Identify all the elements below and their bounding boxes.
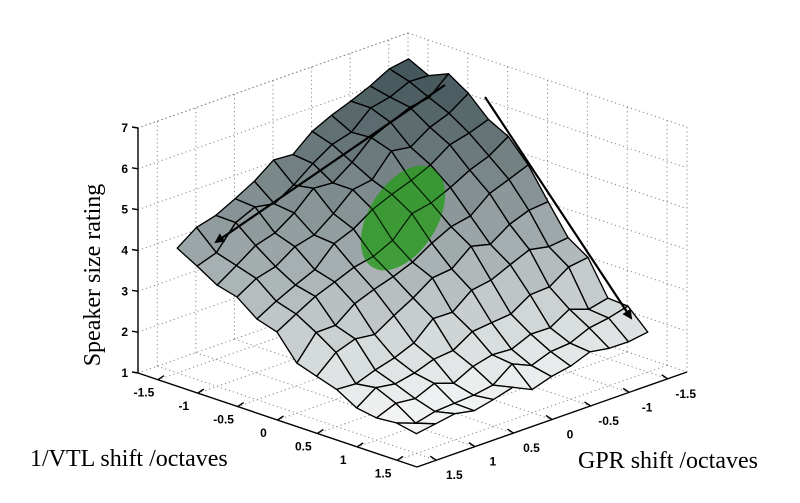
z-tick — [131, 207, 139, 211]
x-tick — [356, 442, 364, 448]
y-tick-label: -1.5 — [675, 387, 696, 401]
x-tick — [396, 455, 404, 461]
grid-line — [195, 352, 476, 448]
grid-line — [407, 32, 688, 128]
surface-patch — [395, 422, 437, 435]
x-tick — [316, 428, 324, 435]
y-tick-label: 1.5 — [446, 468, 463, 482]
x-tick-label: -0.5 — [213, 413, 234, 427]
y-tick-label: 0.5 — [523, 441, 540, 455]
chart-axes — [131, 126, 688, 468]
mesh-overlay — [396, 422, 438, 435]
grid-line — [137, 73, 409, 170]
tick-labels: 1 2 3 4 5 6 7 -1.5 -1 -0.5 0 0.5 1 1.5 -1.5 -1 -0.5 0 0.5 1… — [121, 121, 696, 482]
z-tick-label: 6 — [121, 162, 128, 176]
grid-line — [157, 365, 437, 461]
y-tick — [584, 401, 591, 407]
x-tick-label: -1 — [178, 399, 189, 413]
x-tick — [237, 401, 245, 408]
trend-arrow — [484, 96, 633, 320]
x-tick — [197, 388, 205, 394]
z-tick — [131, 289, 139, 293]
z-tick-label: 7 — [121, 121, 128, 135]
y-tick — [622, 387, 630, 393]
grid-line — [407, 114, 688, 210]
annotations — [176, 58, 649, 435]
z-tick-label: 4 — [121, 244, 128, 258]
z-tick — [131, 330, 139, 333]
z-tick — [131, 167, 139, 170]
y-tick — [468, 442, 476, 448]
x-axis-title: 1/VTL shift /octaves — [30, 446, 228, 472]
y-tick — [429, 455, 437, 461]
x-tick-label: 0 — [260, 426, 267, 440]
z-axis-title: Speaker size rating — [80, 184, 106, 367]
trend-arrow — [214, 84, 446, 244]
grid-line — [407, 73, 688, 169]
y-axis-title: GPR shift /octaves — [578, 448, 758, 474]
z-tick-label: 1 — [121, 366, 128, 380]
highlight-ellipse — [360, 165, 446, 271]
x-tick-label: 1 — [340, 453, 347, 467]
y-tick — [545, 414, 553, 421]
x-tick-label: -1.5 — [134, 386, 155, 400]
y-tick — [507, 428, 514, 434]
x-tick-label: 0.5 — [295, 439, 312, 453]
y-tick-label: -0.5 — [598, 414, 619, 428]
z-tick — [131, 371, 139, 374]
y-tick-label: -1 — [642, 400, 653, 414]
x-tick — [157, 375, 165, 381]
y-tick-label: 1 — [490, 455, 497, 469]
z-tick — [131, 126, 139, 129]
y-tick — [661, 374, 669, 380]
x-tick — [277, 415, 284, 421]
z-tick-label: 5 — [121, 203, 128, 217]
z-tick-label: 3 — [121, 284, 128, 298]
y-tick-label: 0 — [567, 428, 574, 442]
z-tick-label: 2 — [121, 325, 128, 339]
x-tick-label: 1.5 — [375, 466, 392, 480]
z-tick — [131, 248, 139, 252]
grid-line — [137, 32, 409, 129]
